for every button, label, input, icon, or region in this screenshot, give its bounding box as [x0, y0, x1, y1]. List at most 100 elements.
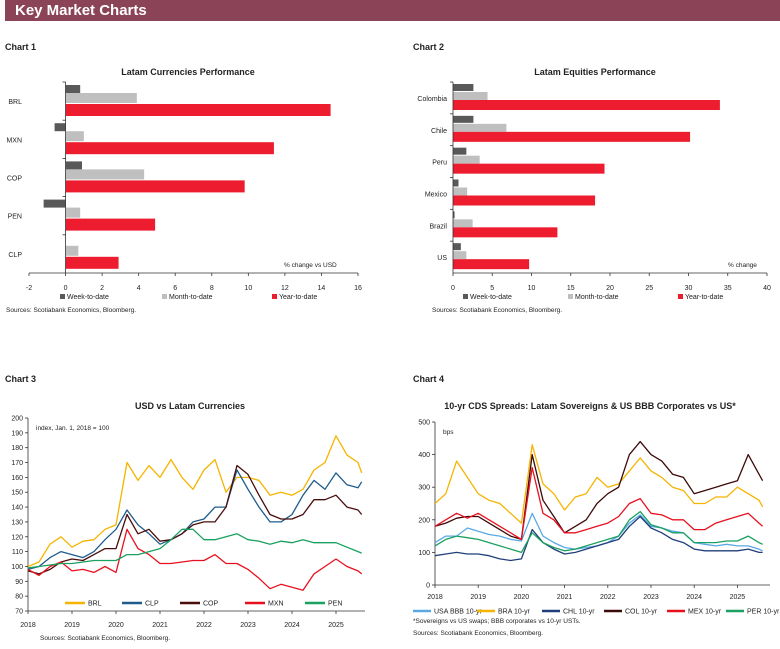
legend-label: MEX 10-yr [688, 609, 722, 616]
bar-year-to-date [453, 195, 596, 206]
source-note: Sources: Scotiabank Economics, Bloomberg… [432, 307, 562, 314]
x-tick-label: 14 [318, 285, 326, 292]
y-tick-label: 300 [418, 485, 430, 492]
y-tick-label: 160 [11, 475, 23, 482]
x-tick-label: 2022 [600, 594, 616, 601]
bar-week-to-date [54, 123, 66, 132]
bar-month-to-date [65, 131, 84, 142]
x-tick-label: 8 [210, 285, 214, 292]
y-tick-label: 120 [11, 534, 23, 541]
bar-month-to-date [453, 187, 468, 196]
x-tick-label: 35 [724, 285, 732, 292]
bar-month-to-date [65, 245, 79, 256]
x-tick-label: 2018 [427, 594, 443, 601]
y-tick-label: 100 [11, 564, 23, 571]
x-tick-label: 0 [451, 285, 455, 292]
category-label: PEN [8, 214, 22, 221]
bar-week-to-date [453, 179, 459, 187]
x-tick-label: 2024 [686, 594, 702, 601]
category-label: Chile [431, 128, 447, 135]
bar-month-to-date [453, 251, 467, 260]
category-label: CLP [8, 252, 22, 259]
legend-swatch [678, 294, 683, 299]
chart-title: Latam Equities Performance [534, 67, 656, 77]
source-note: Sources: Scotiabank Economics, Bloomberg… [6, 307, 136, 314]
x-tick-label: 20 [606, 285, 614, 292]
x-tick-label: 2021 [152, 622, 168, 629]
x-tick-label: 2020 [108, 622, 124, 629]
legend-label: CHL 10-yr [563, 609, 595, 616]
x-tick-label: 2020 [514, 594, 530, 601]
bar-year-to-date [453, 131, 691, 142]
x-tick-label: 10 [244, 285, 252, 292]
bar-year-to-date [453, 100, 720, 110]
x-tick-label: 2025 [730, 594, 746, 601]
series-line-bra-10-yr [434, 444, 764, 524]
legend-label: CLP [145, 601, 159, 608]
x-tick-label: 10 [528, 285, 536, 292]
legend-label: PER 10-yr [747, 609, 780, 616]
bar-year-to-date [453, 163, 605, 174]
chart-label: Chart 3 [5, 374, 36, 384]
bar-month-to-date [453, 92, 488, 100]
bar-week-to-date [65, 161, 83, 170]
x-tick-label: 40 [763, 285, 771, 292]
bar-week-to-date [453, 147, 467, 155]
legend-swatch [272, 294, 277, 299]
y-tick-label: 90 [15, 579, 23, 586]
x-tick-label: 2022 [196, 622, 212, 629]
y-tick-label: 100 [418, 550, 430, 557]
source-note: Sources: Scotiabank Economics, Bloomberg… [413, 630, 543, 637]
legend-label: MXN [268, 601, 284, 608]
chart-title: 10-yr CDS Spreads: Latam Sovereigns & US… [444, 401, 736, 411]
chart-label: Chart 4 [413, 374, 444, 384]
x-tick-label: 2024 [284, 622, 300, 629]
series-line-pen [27, 528, 362, 569]
bar-year-to-date [65, 142, 274, 155]
x-tick-label: 2023 [643, 594, 659, 601]
bar-year-to-date [65, 104, 331, 116]
x-tick-label: 15 [567, 285, 575, 292]
y-tick-label: 150 [11, 490, 23, 497]
unit-label: bps [443, 429, 454, 436]
x-tick-label: 5 [490, 285, 494, 292]
y-tick-label: 200 [11, 416, 23, 423]
y-tick-label: 200 [418, 517, 430, 524]
bar-month-to-date [453, 219, 473, 228]
chart-title: USD vs Latam Currencies [135, 401, 245, 411]
x-tick-label: 2019 [470, 594, 486, 601]
legend-label: USA BBB 10-yr [434, 609, 483, 616]
category-label: Mexico [425, 191, 447, 198]
y-tick-label: 0 [426, 583, 430, 590]
legend-label: COP [203, 601, 219, 608]
legend-label: Year-to-date [279, 294, 317, 301]
x-tick-label: 16 [354, 285, 362, 292]
bar-week-to-date [43, 199, 66, 208]
x-tick-label: 2019 [64, 622, 80, 629]
series-line-clp [27, 469, 363, 571]
source-note: Sources: Scotiabank Economics, Bloomberg… [40, 635, 170, 642]
legend-label: PEN [328, 601, 342, 608]
y-tick-label: 500 [418, 420, 430, 427]
bar-year-to-date [65, 180, 245, 193]
legend-swatch [60, 294, 65, 299]
x-tick-label: 25 [645, 285, 653, 292]
x-tick-label: 0 [64, 285, 68, 292]
x-tick-label: 6 [173, 285, 177, 292]
footnote: *Sovereigns vs US swaps; BBB corporates … [413, 618, 581, 625]
bar-month-to-date [65, 169, 145, 180]
chart-label: Chart 1 [5, 42, 36, 52]
y-tick-label: 190 [11, 430, 23, 437]
bar-week-to-date [65, 85, 81, 93]
y-tick-label: 130 [11, 519, 23, 526]
series-line-col-10-yr [434, 440, 764, 541]
bar-year-to-date [65, 256, 119, 269]
x-tick-label: 12 [281, 285, 289, 292]
x-tick-label: 4 [137, 285, 141, 292]
category-label: Colombia [417, 96, 447, 103]
bar-month-to-date [453, 123, 507, 132]
legend-label: BRA 10-yr [498, 609, 531, 616]
chart-label: Chart 2 [413, 42, 444, 52]
legend-label: COL 10-yr [625, 609, 658, 616]
